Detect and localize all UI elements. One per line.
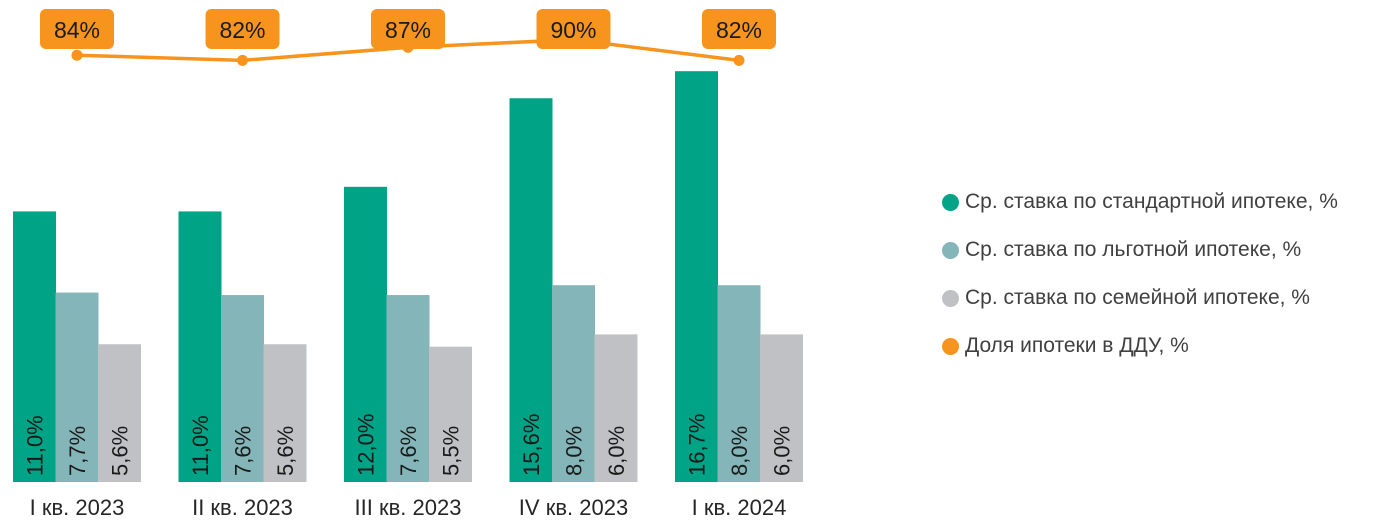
- x-tick-label-5: I кв. 2024: [692, 495, 787, 520]
- legend-marker-preferential: [942, 241, 959, 259]
- bar-label-family-3: 5,5%: [439, 426, 464, 476]
- bar-label-family-4: 6,0%: [604, 426, 629, 476]
- bar-preferential-2: [221, 295, 264, 482]
- legend-marker-family: [942, 289, 959, 307]
- ddu-share-callout-2: [205, 9, 280, 49]
- bar-standard-5: [675, 71, 718, 483]
- legend: Ср. ставка по стандартной ипотеке, % Ср.…: [942, 178, 1382, 370]
- legend-marker-ddu-share: [942, 337, 959, 355]
- ddu-share-callout-3: [371, 9, 445, 49]
- x-tick-label-1: I кв. 2023: [30, 495, 125, 520]
- bar-preferential-1: [55, 292, 99, 482]
- mortgage-rate-chart: 11,0% 7,7% 5,6% I кв. 2023 11,0% 7,6% 5,6% II к…: [13, 9, 803, 520]
- legend-item-family: Ср. ставка по семейной ипотеке, %: [942, 274, 1382, 322]
- ddu-share-label-3: 87%: [385, 17, 431, 43]
- legend-item-standard: Ср. ставка по стандартной ипотеке, %: [942, 178, 1382, 226]
- ddu-share-label-4: 90%: [550, 17, 596, 43]
- bar-label-family-2: 5,6%: [273, 426, 298, 476]
- x-tick-label-3: III кв. 2023: [355, 495, 462, 520]
- ddu-share-label-2: 82%: [219, 17, 265, 43]
- bar-family-4: [594, 334, 638, 482]
- legend-label-standard: Ср. ставка по стандартной ипотеке, %: [965, 190, 1338, 213]
- bar-family-3: [429, 346, 472, 482]
- bar-label-preferential-1: 7,7%: [65, 426, 90, 476]
- bar-label-family-5: 6,0%: [770, 426, 795, 476]
- bar-family-5: [760, 334, 803, 482]
- ddu-share-label-5: 82%: [716, 17, 762, 43]
- bar-preferential-3: [386, 295, 430, 482]
- bar-standard-3: [344, 186, 387, 483]
- ddu-share-label-1: 84%: [54, 17, 100, 43]
- bar-label-standard-4: 15,6%: [519, 414, 544, 476]
- x-tick-label-4: IV кв. 2023: [519, 495, 628, 520]
- bar-standard-2: [178, 211, 222, 482]
- legend-label-ddu-share: Доля ипотеки в ДДУ, %: [965, 334, 1189, 357]
- bar-label-standard-2: 11,0%: [188, 415, 213, 476]
- x-tick-label-2: II кв. 2023: [192, 495, 293, 520]
- bar-label-standard-3: 12,0%: [354, 414, 379, 476]
- ddu-share-callout-4: [536, 9, 611, 49]
- bar-label-preferential-5: 8,0%: [727, 426, 752, 476]
- legend-item-ddu-share: Доля ипотеки в ДДУ, %: [942, 322, 1382, 370]
- legend-marker-standard: [942, 193, 959, 211]
- ddu-share-point-1: [71, 49, 83, 61]
- legend-item-preferential: Ср. ставка по льготной ипотеке, %: [942, 226, 1382, 274]
- bar-family-1: [98, 344, 141, 482]
- bar-label-preferential-4: 8,0%: [562, 426, 587, 476]
- bar-family-2: [263, 344, 307, 482]
- bar-label-preferential-2: 7,6%: [231, 426, 256, 476]
- ddu-share-callout-1: [40, 9, 114, 49]
- legend-label-preferential: Ср. ставка по льготной ипотеке, %: [965, 238, 1302, 261]
- bar-preferential-4: [552, 285, 595, 482]
- bar-label-preferential-3: 7,6%: [396, 426, 421, 476]
- bar-label-standard-1: 11,0%: [23, 415, 48, 476]
- ddu-share-point-5: [733, 54, 745, 66]
- bar-standard-4: [509, 98, 553, 483]
- legend-label-family: Ср. ставка по семейной ипотеке, %: [965, 286, 1310, 309]
- bar-preferential-5: [717, 285, 761, 482]
- bar-label-standard-5: 16,7%: [685, 414, 710, 476]
- bar-standard-1: [13, 211, 56, 482]
- ddu-share-point-2: [237, 54, 248, 66]
- bar-label-family-1: 5,6%: [108, 426, 133, 476]
- ddu-share-callout-5: [702, 9, 776, 49]
